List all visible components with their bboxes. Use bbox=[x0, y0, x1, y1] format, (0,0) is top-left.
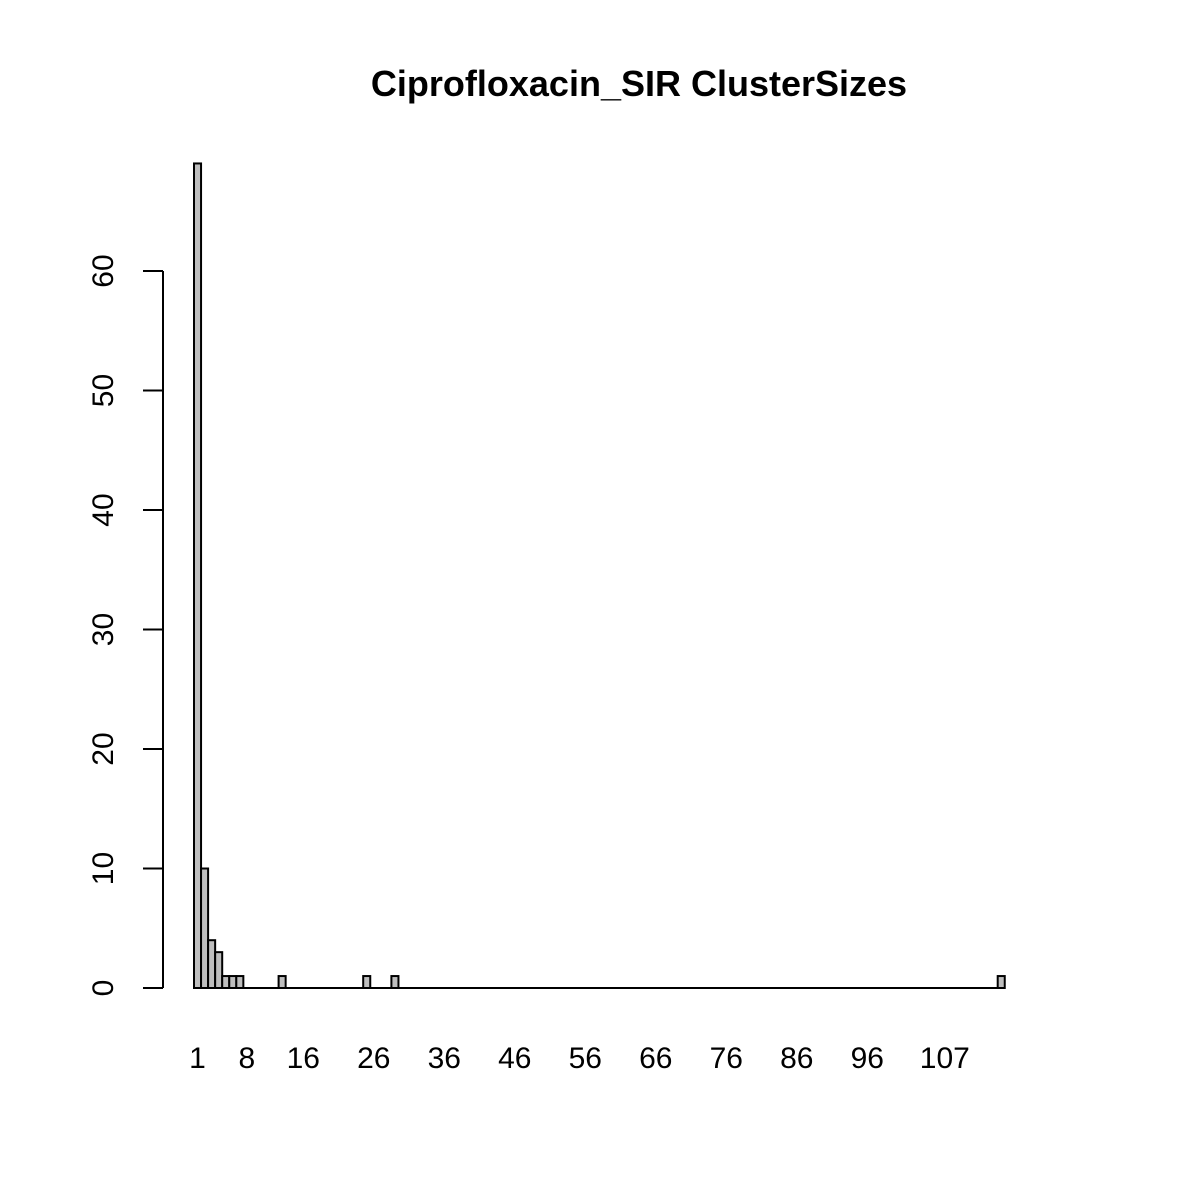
y-tick-label: 40 bbox=[87, 493, 120, 526]
x-tick-label: 46 bbox=[498, 1042, 531, 1075]
bar-size-5 bbox=[221, 975, 231, 989]
x-tick-label: 8 bbox=[239, 1042, 256, 1075]
x-tick-label: 96 bbox=[851, 1042, 884, 1075]
bar-size-6 bbox=[228, 975, 238, 989]
chart-title: Ciprofloxacin_SIR ClusterSizes bbox=[371, 63, 907, 104]
x-tick-label: 16 bbox=[287, 1042, 320, 1075]
x-tick-label: 56 bbox=[569, 1042, 602, 1075]
y-tick-label: 0 bbox=[87, 980, 120, 997]
bars-group bbox=[193, 162, 1006, 990]
bar-size-3 bbox=[207, 939, 217, 990]
bar-size-7 bbox=[235, 975, 245, 989]
y-tick-label: 50 bbox=[87, 374, 120, 407]
bar-size-13 bbox=[277, 975, 287, 989]
x-tick-labels: 1 8 16 26 36 46 56 66 76 86 96 107 bbox=[189, 1042, 970, 1075]
x-tick-label: 26 bbox=[357, 1042, 390, 1075]
bar-size-25 bbox=[362, 975, 372, 989]
x-tick-label: 76 bbox=[710, 1042, 743, 1075]
x-tick-label: 36 bbox=[428, 1042, 461, 1075]
x-tick-label: 86 bbox=[780, 1042, 813, 1075]
bar-size-115 bbox=[996, 975, 1006, 989]
y-axis: 0 10 20 30 40 50 60 bbox=[87, 254, 164, 997]
bar-size-2 bbox=[200, 867, 210, 989]
y-tick-label: 60 bbox=[87, 254, 120, 287]
bar-size-1 bbox=[193, 162, 203, 989]
bar-size-29 bbox=[390, 975, 400, 989]
y-tick-label: 30 bbox=[87, 613, 120, 646]
y-tick-label: 20 bbox=[87, 732, 120, 765]
bar-size-4 bbox=[214, 951, 224, 990]
y-tick-label: 10 bbox=[87, 852, 120, 885]
x-tick-label: 66 bbox=[639, 1042, 672, 1075]
x-tick-label: 107 bbox=[920, 1042, 970, 1075]
x-tick-label: 1 bbox=[189, 1042, 206, 1075]
